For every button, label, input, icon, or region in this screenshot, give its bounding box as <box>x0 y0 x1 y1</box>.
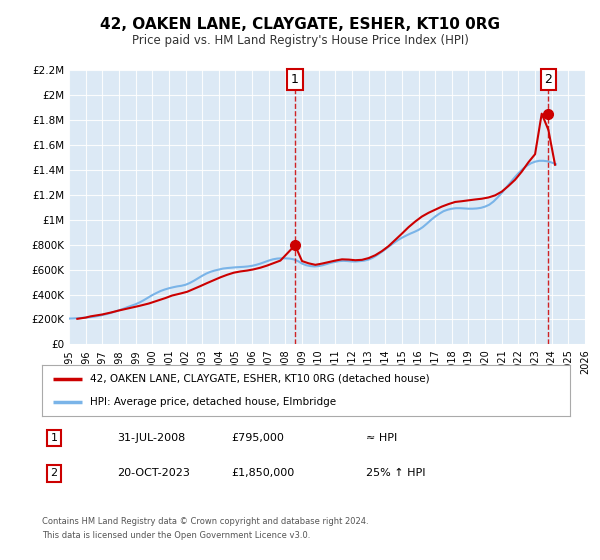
Text: Contains HM Land Registry data © Crown copyright and database right 2024.: Contains HM Land Registry data © Crown c… <box>42 517 368 526</box>
Text: 31-JUL-2008: 31-JUL-2008 <box>117 433 185 443</box>
Text: 42, OAKEN LANE, CLAYGATE, ESHER, KT10 0RG (detached house): 42, OAKEN LANE, CLAYGATE, ESHER, KT10 0R… <box>89 374 429 384</box>
Text: 42, OAKEN LANE, CLAYGATE, ESHER, KT10 0RG: 42, OAKEN LANE, CLAYGATE, ESHER, KT10 0R… <box>100 17 500 31</box>
Text: 1: 1 <box>291 73 299 86</box>
Text: 1: 1 <box>50 433 58 443</box>
Text: HPI: Average price, detached house, Elmbridge: HPI: Average price, detached house, Elmb… <box>89 397 335 407</box>
Text: 2: 2 <box>50 468 58 478</box>
Text: Price paid vs. HM Land Registry's House Price Index (HPI): Price paid vs. HM Land Registry's House … <box>131 34 469 47</box>
Text: 2: 2 <box>544 73 553 86</box>
Text: This data is licensed under the Open Government Licence v3.0.: This data is licensed under the Open Gov… <box>42 531 310 540</box>
Text: £1,850,000: £1,850,000 <box>231 468 294 478</box>
Text: 25% ↑ HPI: 25% ↑ HPI <box>366 468 425 478</box>
Text: £795,000: £795,000 <box>231 433 284 443</box>
Text: 20-OCT-2023: 20-OCT-2023 <box>117 468 190 478</box>
Text: ≈ HPI: ≈ HPI <box>366 433 397 443</box>
